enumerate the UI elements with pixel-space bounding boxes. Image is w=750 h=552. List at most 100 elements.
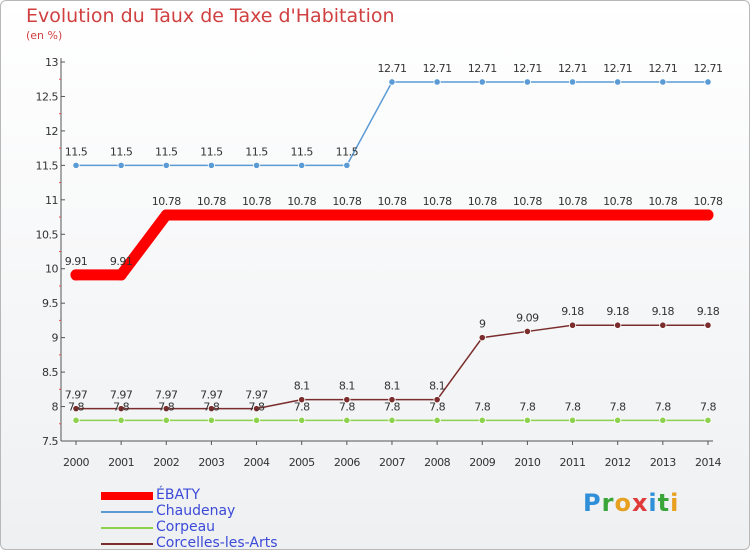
data-label: 10.78 [693,195,722,208]
data-point [252,161,261,169]
data-label: 7.8 [294,400,310,413]
data-point [298,396,306,404]
data-label: 7.8 [429,400,445,413]
data-point [160,209,172,221]
data-point [343,161,351,169]
data-point [117,161,125,169]
y-tick-label: 11.5 [36,159,59,172]
logo-letter: P [583,489,602,517]
proxiti-logo: Proxiti [583,489,679,517]
data-label: 7.8 [565,400,581,413]
data-point [523,416,532,424]
data-label: 10.78 [558,195,587,208]
data-point [388,78,396,86]
data-label: 7.8 [384,400,400,413]
y-tick-label: 11 [45,194,58,207]
data-point [568,416,577,424]
data-label: 11.5 [290,145,313,158]
x-tick-label: 2009 [469,456,495,469]
data-point [298,161,306,169]
data-point [433,78,441,86]
data-label: 12.71 [603,62,632,75]
legend-label: Corpeau [156,519,216,535]
data-point [659,78,667,86]
data-label: 7.8 [700,400,716,413]
data-label: 10.78 [603,195,632,208]
y-tick-label: 8 [52,401,59,414]
data-point [433,396,441,404]
x-tick-label: 2011 [560,456,586,469]
data-label: 9.18 [652,305,675,318]
data-point [523,327,532,336]
series-line-0 [70,209,714,281]
legend-item: ÉBATY [101,487,321,504]
logo-letter: i [670,489,680,517]
data-label: 12.71 [513,62,542,75]
data-label: 10.78 [152,195,181,208]
data-label: 11.5 [65,145,88,158]
data-point [704,321,712,329]
legend-label: ÉBATY [156,487,201,503]
x-tick-label: 2005 [289,456,315,469]
data-point [388,416,396,424]
y-tick-label: 9 [52,332,59,345]
data-label: 9.18 [606,305,629,318]
data-point [117,416,125,424]
chart-title: Evolution du Taux de Taxe d'Habitation [26,5,395,27]
data-point [343,416,351,424]
data-label: 11.5 [110,145,133,158]
legend-swatch [101,543,153,545]
data-point [341,209,353,221]
data-point [659,416,667,424]
data-label: 7.8 [249,400,265,413]
data-label: 8.1 [384,380,400,393]
x-tick-label: 2003 [198,456,224,469]
data-point [476,209,488,221]
data-label: 7.97 [65,389,88,402]
x-tick-label: 2000 [63,456,89,469]
data-point [343,396,351,404]
data-point [252,405,261,413]
data-label: 12.71 [423,62,452,75]
data-label: 7.97 [245,389,268,402]
data-point [523,78,532,86]
data-label: 10.78 [468,195,497,208]
legend-label: Chaudenay [156,503,236,519]
y-tick-label: 7.5 [42,435,58,448]
data-label: 10.78 [423,195,452,208]
data-label: 7.8 [68,400,84,413]
data-label: 8.1 [429,380,445,393]
data-point [386,209,398,221]
data-label: 9.91 [65,255,88,268]
legend-item: Corcelles-les-Arts [101,535,321,552]
data-point [612,209,624,221]
y-tick-label: 12.5 [36,90,59,103]
x-tick-label: 2013 [650,456,676,469]
data-point [614,321,622,329]
data-label: 11.5 [155,145,178,158]
data-label: 12.71 [693,62,722,75]
x-tick-label: 2002 [153,456,179,469]
y-tick-label: 10 [45,263,58,276]
data-point [568,321,577,329]
data-label: 10.78 [332,195,361,208]
data-label: 7.8 [113,400,129,413]
data-label: 7.8 [474,400,490,413]
data-point [162,405,170,413]
data-label: 11.5 [245,145,268,158]
data-label: 7.97 [200,389,223,402]
data-label: 9.09 [516,311,539,324]
x-tick-label: 2014 [695,456,721,469]
data-point [704,78,712,86]
x-tick-label: 2004 [244,456,270,469]
data-point [614,416,622,424]
data-label: 11.5 [336,145,359,158]
logo-letter: i [648,489,658,517]
data-label: 12.71 [468,62,497,75]
x-tick-label: 2001 [108,456,134,469]
data-label: 7.8 [158,400,174,413]
data-label: 7.97 [155,389,178,402]
x-tick-label: 2012 [605,456,631,469]
data-label: 10.78 [287,195,316,208]
